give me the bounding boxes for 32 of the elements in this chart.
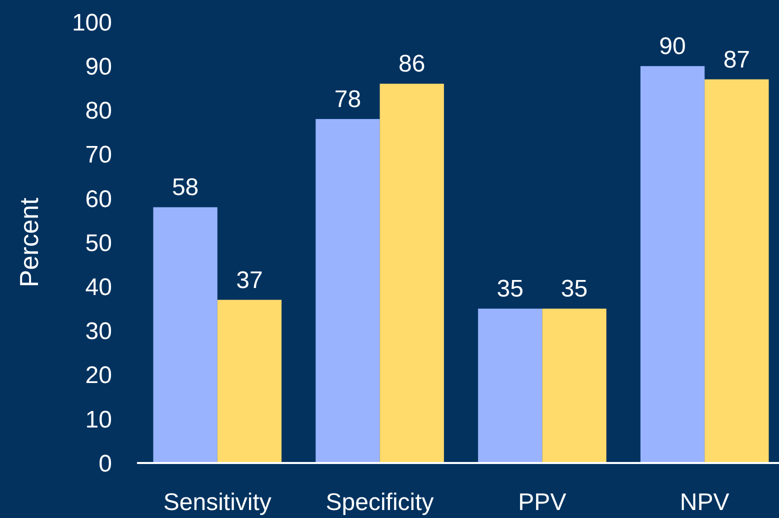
data-label: 78 [334, 86, 362, 114]
bar [640, 66, 705, 463]
x-tick-label: Sensitivity [163, 489, 272, 516]
y-tick-label: 50 [85, 230, 112, 257]
data-label: 58 [172, 174, 199, 202]
bar [217, 300, 282, 463]
x-tick-label: PPV [518, 489, 566, 516]
data-label: 87 [723, 46, 750, 74]
y-tick-label: 60 [85, 186, 112, 213]
y-tick-label: 10 [85, 406, 112, 434]
y-tick-label: 100 [72, 9, 112, 36]
bar [704, 79, 769, 463]
y-tick-label: 20 [85, 362, 112, 390]
y-tick-label: 90 [85, 54, 112, 80]
y-axis-title: Percent [14, 196, 44, 288]
bar [380, 84, 444, 463]
bar [478, 308, 542, 463]
y-tick-label: 80 [85, 98, 112, 125]
x-tick-label: NPV [680, 489, 730, 516]
data-label: 37 [236, 266, 263, 294]
data-label: 86 [398, 50, 426, 78]
bar [542, 308, 606, 463]
data-label: 35 [496, 276, 524, 303]
y-tick-label: 30 [85, 318, 112, 346]
y-tick-label: 0 [98, 450, 112, 478]
data-label: 90 [659, 33, 686, 60]
bar [316, 119, 380, 463]
y-tick-label: 40 [85, 274, 112, 301]
y-tick-label: 70 [85, 142, 112, 169]
data-label: 35 [560, 276, 588, 303]
bar [153, 207, 218, 463]
x-tick-label: Specificity [326, 489, 434, 516]
